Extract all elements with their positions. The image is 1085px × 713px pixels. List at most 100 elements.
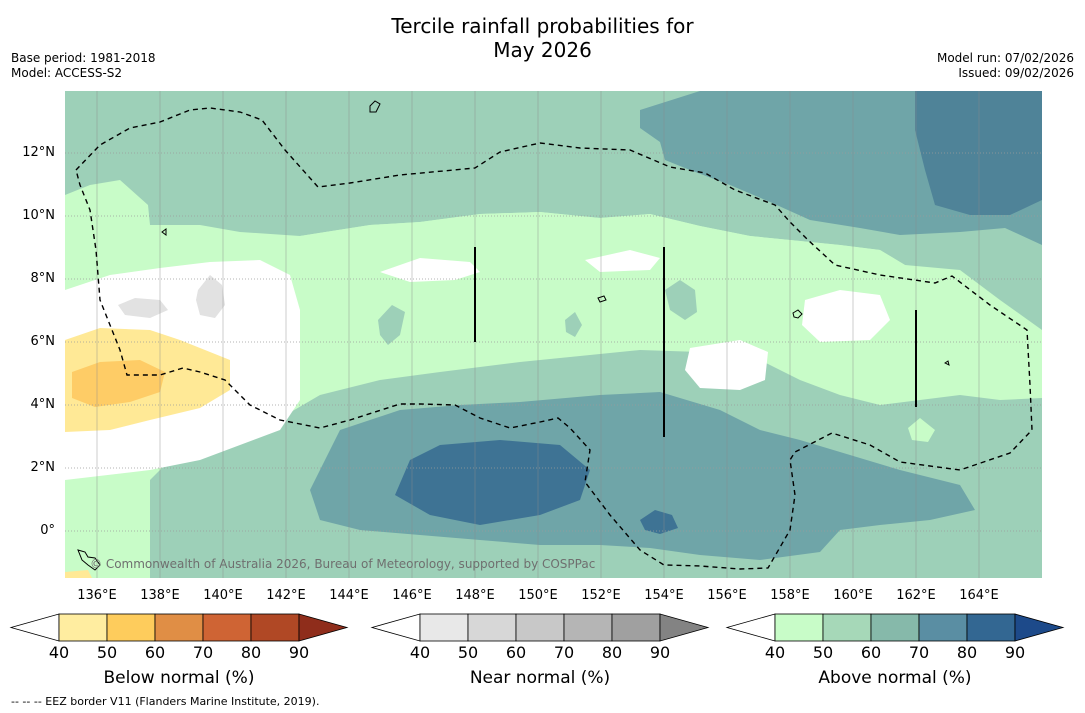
base-period: Base period: 1981-2018	[11, 51, 156, 65]
colorbar-extend-high	[1014, 613, 1065, 642]
region-above-70-small	[640, 510, 678, 534]
colorbar-segment	[202, 613, 252, 642]
region-above-50-blob-3	[565, 312, 582, 337]
colorbar-extend-high	[659, 613, 710, 642]
region-white-central-2	[585, 250, 660, 272]
colorbar-segment	[250, 613, 300, 642]
cb0-tick-60: 60	[144, 643, 166, 662]
issued-date: Issued: 09/02/2026	[958, 66, 1074, 80]
colorbar-segment	[106, 613, 156, 642]
colorbar-segment	[774, 613, 824, 642]
lon-label-156e: 156°E	[707, 588, 747, 603]
cb2-tick-70: 70	[908, 643, 930, 662]
region-below-50-small	[65, 570, 92, 578]
region-above-70-south	[395, 440, 590, 525]
title-line-2: May 2026	[493, 38, 592, 62]
colorbar-segment	[419, 613, 469, 642]
cb1-tick-40: 40	[409, 643, 431, 662]
colorbar-segment	[563, 613, 613, 642]
region-near-50-west	[118, 298, 168, 318]
chart-title: Tercile rainfall probabilities for May 2…	[0, 14, 1085, 62]
graticule	[65, 152, 1042, 532]
cb1-tick-50: 50	[457, 643, 479, 662]
near-normal-title: Near normal (%)	[469, 668, 611, 688]
colorbar-extend-low	[370, 613, 421, 642]
region-above-40-blob	[908, 418, 935, 442]
colorbar-segment	[467, 613, 517, 642]
meta-right: Model run: 07/02/2026 Issued: 09/02/2026	[937, 51, 1074, 81]
lon-label-150e: 150°E	[518, 588, 558, 603]
lat-label-4n: 4°N	[30, 397, 56, 412]
region-above-40-central	[300, 212, 905, 352]
lon-label-152e: 152°E	[581, 588, 621, 603]
colorbar-segment	[611, 613, 661, 642]
lat-label-2n: 2°N	[30, 460, 56, 475]
cb2-tick-50: 50	[812, 643, 834, 662]
lat-label-12n: 12°N	[22, 145, 55, 160]
region-near-50-west-2	[196, 275, 225, 318]
copyright-credit: © Commonwealth of Australia 2026, Bureau…	[90, 557, 596, 571]
colorbars	[9, 613, 1065, 642]
lon-label-148e: 148°E	[455, 588, 495, 603]
colorbar-segment	[154, 613, 204, 642]
title-line-1: Tercile rainfall probabilities for	[391, 14, 694, 38]
region-above-50-blob-2	[665, 280, 697, 320]
cb1-tick-70: 70	[553, 643, 575, 662]
colorbar-extend-high	[298, 613, 349, 642]
region-white-central-3	[685, 340, 768, 390]
lon-label-146e: 146°E	[392, 588, 432, 603]
lat-label-8n: 8°N	[30, 271, 56, 286]
colorbar-segment	[515, 613, 565, 642]
eez-border	[75, 107, 1033, 570]
lon-label-140e: 140°E	[203, 588, 243, 603]
colorbar-near-normal	[370, 613, 710, 642]
lon-label-138e: 138°E	[140, 588, 180, 603]
lon-label-160e: 160°E	[833, 588, 873, 603]
colorbar-segment	[58, 613, 108, 642]
cb1-tick-90: 90	[649, 643, 671, 662]
eez-footnote: -- -- -- EEZ border V11 (Flanders Marine…	[11, 695, 320, 708]
below-normal-title: Below normal (%)	[103, 668, 255, 688]
colorbar-above-normal	[725, 613, 1065, 642]
model-name: Model: ACCESS-S2	[11, 66, 123, 80]
cb0-tick-40: 40	[48, 643, 70, 662]
cb2-tick-60: 60	[860, 643, 882, 662]
cb0-tick-50: 50	[96, 643, 118, 662]
colorbar-below-normal	[9, 613, 349, 642]
region-white-east	[802, 290, 890, 342]
colorbar-segment	[822, 613, 872, 642]
lat-label-10n: 10°N	[22, 208, 55, 223]
lon-label-162e: 162°E	[896, 588, 936, 603]
region-white-central-1	[380, 258, 480, 282]
model-run-date: Model run: 07/02/2026	[936, 51, 1074, 65]
region-below-60	[72, 360, 165, 407]
meta-left: Base period: 1981-2018 Model: ACCESS-S2	[11, 51, 156, 81]
lon-label-154e: 154°E	[644, 588, 684, 603]
colorbar-segment	[870, 613, 920, 642]
boundary-markers	[474, 247, 917, 437]
cb1-tick-60: 60	[505, 643, 527, 662]
lon-label-142e: 142°E	[266, 588, 306, 603]
cb2-tick-40: 40	[764, 643, 786, 662]
above-normal-title: Above normal (%)	[818, 668, 972, 688]
lon-label-144e: 144°E	[329, 588, 369, 603]
colorbar-segment	[966, 613, 1016, 642]
cb0-tick-70: 70	[192, 643, 214, 662]
lon-label-164e: 164°E	[959, 588, 999, 603]
cb2-tick-90: 90	[1004, 643, 1026, 662]
islands	[77, 100, 950, 571]
lat-label-6n: 6°N	[30, 334, 56, 349]
cb0-tick-80: 80	[240, 643, 262, 662]
colorbar-extend-low	[725, 613, 776, 642]
colorbar-extend-low	[9, 613, 60, 642]
colorbar-segment	[918, 613, 968, 642]
region-above-50-blob-1	[378, 305, 405, 345]
region-above-70-northeast	[915, 91, 1042, 215]
cb2-tick-80: 80	[956, 643, 978, 662]
lat-label-0: 0°	[40, 523, 55, 538]
lon-label-158e: 158°E	[770, 588, 810, 603]
cb1-tick-80: 80	[601, 643, 623, 662]
lon-label-136e: 136°E	[77, 588, 117, 603]
cb0-tick-90: 90	[288, 643, 310, 662]
